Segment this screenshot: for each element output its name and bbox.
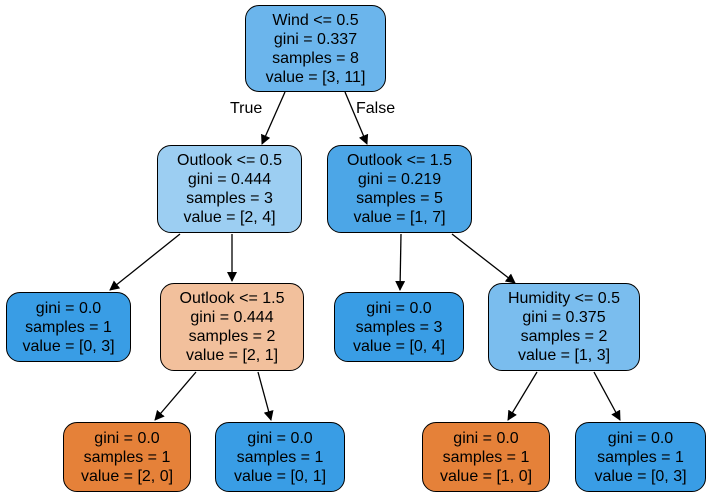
node-n7-line-1: gini = 0.0 <box>94 429 160 447</box>
node-n10-line-3: value = [0, 3] <box>594 467 687 485</box>
node-left-outlook: Outlook <= 0.5 gini = 0.444 samples = 3 … <box>157 145 302 233</box>
node-leaf-n7: gini = 0.0 samples = 1 value = [2, 0] <box>63 422 191 492</box>
node-n8-line-3: value = [0, 1] <box>233 467 327 485</box>
node-leaf-n10: gini = 0.0 samples = 1 value = [0, 3] <box>575 422 706 492</box>
node-n7-line-3: value = [2, 0] <box>80 467 174 485</box>
node-n3-line-2: samples = 1 <box>25 318 112 336</box>
edge-label-false: False <box>356 100 396 117</box>
node-n5-line-2: samples = 3 <box>355 318 443 336</box>
node-n1-line-4: value = [2, 4] <box>183 209 276 226</box>
node-n10-line-2: samples = 1 <box>597 448 684 466</box>
node-n9-line-3: value = [1, 0] <box>439 467 533 485</box>
node-n1-line-2: gini = 0.444 <box>187 171 272 188</box>
node-n1-line-3: samples = 3 <box>186 190 273 207</box>
node-n4-line-2: gini = 0.444 <box>190 309 274 326</box>
node-right-outlook: Outlook <= 1.5 gini = 0.219 samples = 5 … <box>327 145 472 233</box>
node-root-line-2: gini = 0.337 <box>273 30 358 48</box>
edge-n2-n6 <box>451 233 516 284</box>
node-n9-line-2: samples = 1 <box>442 448 530 466</box>
edge-n6-n9 <box>507 371 538 421</box>
node-leaf-n9: gini = 0.0 samples = 1 value = [1, 0] <box>422 422 550 492</box>
node-n4-line-1: Outlook <= 1.5 <box>179 290 285 307</box>
node-leaf-n3: gini = 0.0 samples = 1 value = [0, 3] <box>6 292 131 362</box>
node-n4-line-3: samples = 2 <box>188 328 276 345</box>
node-leaf-n5: gini = 0.0 samples = 3 value = [0, 4] <box>334 292 464 362</box>
node-n9-line-1: gini = 0.0 <box>453 429 519 447</box>
node-n7-line-2: samples = 1 <box>83 448 171 466</box>
edge-n1-n3 <box>109 233 181 291</box>
node-n2-line-3: samples = 5 <box>356 190 443 207</box>
node-root-line-3: samples = 8 <box>272 49 359 67</box>
edge-n4-n8 <box>257 371 274 421</box>
node-n6-line-4: value = [1, 3] <box>517 347 611 364</box>
node-n8-line-1: gini = 0.0 <box>247 429 313 447</box>
node-n3-line-3: value = [0, 3] <box>22 337 115 355</box>
edge-n4-n7 <box>154 371 197 421</box>
node-n6-line-3: samples = 2 <box>520 328 608 345</box>
node-n10-line-1: gini = 0.0 <box>607 429 674 447</box>
node-n4-line-4: value = [2, 1] <box>185 347 279 364</box>
node-root: Wind <= 0.5 gini = 0.337 samples = 8 val… <box>245 5 386 92</box>
node-n3-line-1: gini = 0.0 <box>35 299 102 317</box>
node-n2-line-4: value = [1, 7] <box>353 209 446 226</box>
node-n8-line-2: samples = 1 <box>236 448 324 466</box>
edge-n0-n1 <box>261 91 286 145</box>
node-n2-line-1: Outlook <= 1.5 <box>347 152 452 169</box>
node-n2-line-2: gini = 0.219 <box>357 171 442 188</box>
edge-n0-n2 <box>344 91 369 145</box>
node-root-line-1: Wind <= 0.5 <box>272 11 359 29</box>
node-humidity: Humidity <= 0.5 gini = 0.375 samples = 2… <box>488 283 640 371</box>
node-root-line-4: value = [3, 11] <box>265 68 366 86</box>
node-n5-line-3: value = [0, 4] <box>352 337 446 355</box>
edge-n2-n5 <box>395 233 406 291</box>
node-n1-line-1: Outlook <= 0.5 <box>177 152 282 169</box>
node-n6-line-2: gini = 0.375 <box>522 309 606 326</box>
node-n5-line-1: gini = 0.0 <box>366 299 432 317</box>
node-leaf-n8: gini = 0.0 samples = 1 value = [0, 1] <box>215 422 345 492</box>
edge-label-true: True <box>230 100 263 117</box>
node-n6-line-1: Humidity <= 0.5 <box>507 290 621 307</box>
edge-n6-n10 <box>593 371 621 421</box>
node-mid-outlook: Outlook <= 1.5 gini = 0.444 samples = 2 … <box>160 283 304 371</box>
